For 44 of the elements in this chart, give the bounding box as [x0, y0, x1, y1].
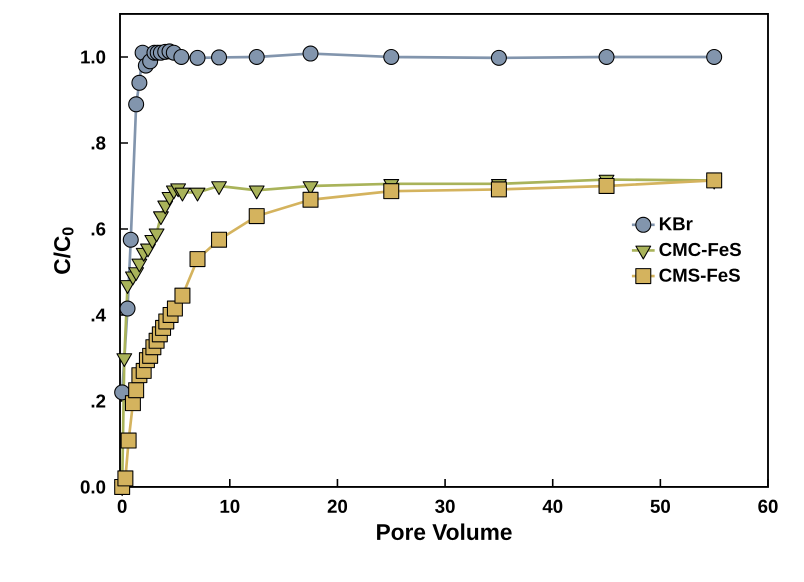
y-tick-label: .2 [92, 394, 106, 408]
point [131, 74, 148, 91]
point [120, 432, 137, 449]
legend-label: CMC-FeS [659, 242, 741, 256]
point [174, 288, 190, 304]
point [383, 48, 400, 65]
point [598, 48, 615, 65]
point [166, 300, 183, 317]
y-tick-label: 1.0 [81, 50, 106, 64]
x-tick-label: 10 [220, 500, 240, 513]
point [248, 48, 265, 65]
point [706, 48, 722, 65]
point [706, 172, 722, 188]
legend-label: KBr [660, 217, 693, 230]
point [117, 470, 134, 486]
point [128, 382, 144, 398]
y-tick-label: .6 [92, 222, 106, 236]
point [211, 49, 228, 66]
legend-label: CMS-FeS [659, 268, 740, 282]
point [302, 46, 319, 62]
x-tick-label: 0 [118, 500, 127, 513]
point [128, 96, 144, 112]
x-tick-label: 20 [328, 500, 348, 513]
point [190, 251, 206, 268]
point [302, 192, 319, 208]
x-tick-label: 40 [542, 500, 562, 513]
point [173, 48, 190, 65]
point [598, 178, 615, 194]
x-axis-title: Pore Volume [377, 523, 512, 540]
point [122, 232, 139, 248]
point [120, 300, 136, 317]
point [211, 232, 228, 248]
point [383, 183, 400, 200]
point [248, 208, 265, 224]
y-axis-title: C/C$_{0}$ [54, 228, 74, 274]
x-tick-label: 60 [758, 500, 778, 513]
y-tick-label: .4 [92, 308, 106, 322]
x-tick-label: 50 [650, 500, 670, 513]
y-tick-label: .8 [92, 136, 106, 150]
x-tick-label: 30 [435, 500, 455, 513]
y-tick-label: 0.0 [80, 480, 106, 494]
point [490, 181, 507, 198]
point [490, 50, 507, 66]
point [190, 50, 206, 66]
